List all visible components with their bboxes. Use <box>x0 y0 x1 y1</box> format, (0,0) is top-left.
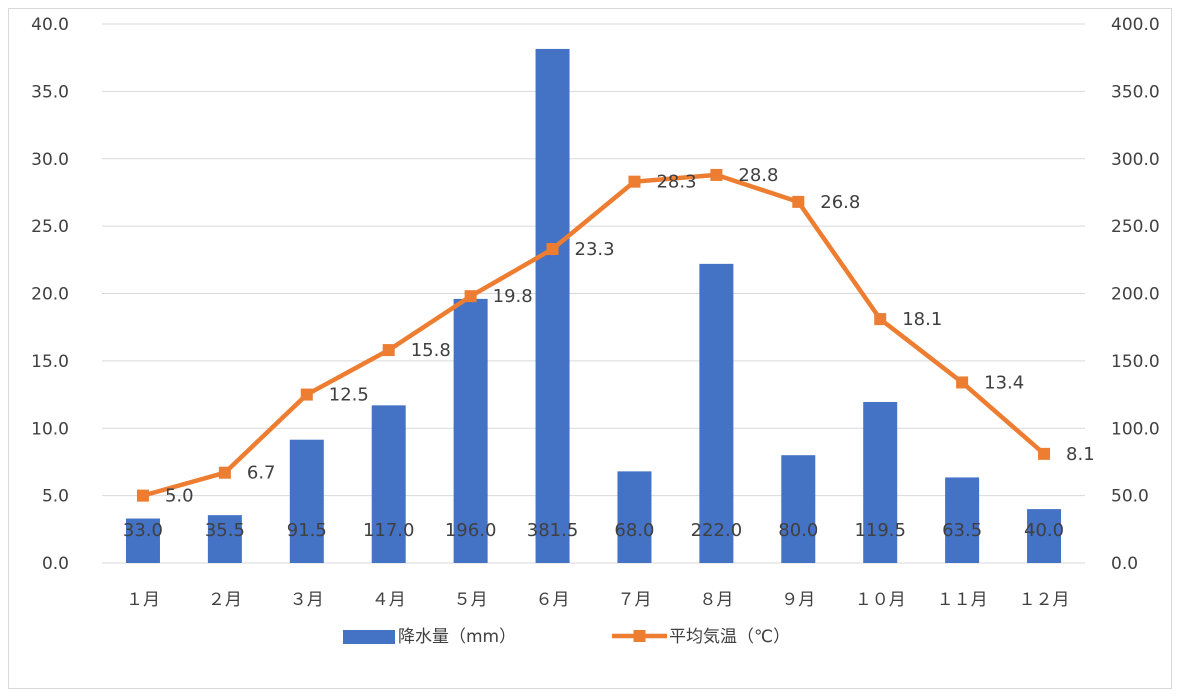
bar-data-label: 222.0 <box>691 520 743 541</box>
legend-label-line: 平均気温（℃） <box>669 627 790 647</box>
bar <box>699 263 734 563</box>
bar-data-label: 117.0 <box>363 520 415 541</box>
right-axis-tick-label: 150.0 <box>1111 352 1160 372</box>
line-data-label: 23.3 <box>575 239 615 260</box>
legend-label-bar: 降水量（mm） <box>398 627 516 647</box>
line-marker <box>300 388 313 401</box>
bar <box>535 48 570 563</box>
legend-swatch-marker <box>633 630 646 642</box>
bar-data-label: 40.0 <box>1024 520 1064 541</box>
bar-series <box>125 48 1062 563</box>
line-data-label: 19.8 <box>493 286 533 307</box>
x-axis-ticks: １月 ２月 ３月 ４月 ５月 ６月 ７月 ８月 ９月 １０月 １１月 １２月 <box>126 590 1070 610</box>
line-data-label: 15.8 <box>411 340 451 361</box>
x-axis-tick-label: ７月 <box>617 590 651 610</box>
right-axis-tick-label: 300.0 <box>1111 150 1160 170</box>
bar-data-label: 35.5 <box>205 520 245 541</box>
bar <box>371 405 406 563</box>
x-axis-tick-label: １２月 <box>1019 590 1070 610</box>
right-axis-tick-label: 200.0 <box>1111 285 1160 305</box>
left-axis-tick-label: 20.0 <box>31 285 69 305</box>
bar-data-label: 33.0 <box>123 520 163 541</box>
bar-data-label: 381.5 <box>527 520 579 541</box>
bar-data-label: 119.5 <box>854 520 906 541</box>
line-data-label: 8.1 <box>1066 444 1095 465</box>
line-data-label: 28.8 <box>738 165 778 186</box>
left-axis-ticks: 0.0 5.0 10.0 15.0 20.0 25.0 30.0 35.0 40.0 <box>31 15 69 574</box>
line-data-label: 12.5 <box>329 385 369 406</box>
bar-data-label: 196.0 <box>445 520 497 541</box>
right-axis-tick-label: 50.0 <box>1111 487 1149 507</box>
chart-border <box>8 8 1172 689</box>
bar <box>453 298 488 563</box>
line-data-labels: 5.0 6.7 12.5 15.8 19.8 23.3 28.3 28.8 26.8 18.1 13… <box>165 165 1095 507</box>
line-marker <box>464 290 477 303</box>
right-axis-tick-label: 350.0 <box>1111 82 1160 102</box>
bar <box>289 439 324 563</box>
line-marker <box>382 344 395 357</box>
left-axis-tick-label: 10.0 <box>31 419 69 439</box>
bar <box>1027 509 1062 563</box>
left-axis-tick-label: 25.0 <box>31 217 69 237</box>
line-series-path <box>140 172 1047 498</box>
left-axis-tick-label: 15.0 <box>31 352 69 372</box>
x-axis-tick-label: ８月 <box>699 590 733 610</box>
line-marker <box>136 489 149 502</box>
x-axis-tick-label: ６月 <box>536 590 570 610</box>
bar-data-labels: 33.0 35.5 91.5 117.0 196.0 381.5 68.0 222.0 80.0… <box>123 520 1064 541</box>
line-marker <box>1038 447 1051 460</box>
left-axis-tick-label: 35.0 <box>31 82 69 102</box>
line-marker <box>546 243 559 256</box>
line-data-label: 13.4 <box>984 372 1024 393</box>
bar <box>781 455 816 563</box>
x-axis-tick-label: １月 <box>126 590 160 610</box>
right-axis-tick-label: 250.0 <box>1111 217 1160 237</box>
left-axis-tick-label: 40.0 <box>31 15 69 35</box>
line-data-label: 26.8 <box>820 192 860 213</box>
line-data-label: 28.3 <box>656 172 696 193</box>
right-axis-tick-label: 400.0 <box>1111 15 1160 35</box>
right-axis-tick-label: 100.0 <box>1111 419 1160 439</box>
x-axis-tick-label: １１月 <box>937 590 988 610</box>
legend-swatch-bar <box>343 630 395 644</box>
right-axis-tick-label: 0.0 <box>1111 554 1138 574</box>
line-marker <box>874 313 887 326</box>
line-marker <box>218 466 231 479</box>
left-axis-tick-label: 30.0 <box>31 150 69 170</box>
x-axis-tick-label: ５月 <box>454 590 488 610</box>
bar-data-label: 68.0 <box>614 520 654 541</box>
x-axis-tick-label: ２月 <box>208 590 242 610</box>
line-marker <box>956 376 969 389</box>
bar <box>945 477 980 563</box>
line-marker <box>628 175 641 188</box>
x-axis-tick-label: ４月 <box>372 590 406 610</box>
right-axis-ticks: 0.0 50.0 100.0 150.0 200.0 250.0 300.0 350.0 400… <box>1111 15 1160 574</box>
line-data-label: 5.0 <box>165 486 194 507</box>
left-axis-tick-label: 5.0 <box>42 487 69 507</box>
line-series <box>136 168 1051 502</box>
x-axis-tick-label: ３月 <box>290 590 324 610</box>
line-marker <box>710 168 723 181</box>
x-axis-tick-label: １０月 <box>855 590 906 610</box>
bar-data-label: 91.5 <box>287 520 327 541</box>
bar-data-label: 63.5 <box>942 520 982 541</box>
bar <box>207 515 242 563</box>
x-axis-tick-label: ９月 <box>781 590 815 610</box>
bar <box>617 471 652 563</box>
line-data-label: 6.7 <box>247 463 276 484</box>
line-data-label: 18.1 <box>902 309 942 330</box>
bar <box>125 518 160 563</box>
legend: 降水量（mm） 平均気温（℃） <box>343 627 790 647</box>
bar-data-label: 80.0 <box>778 520 818 541</box>
bar <box>863 401 898 563</box>
grid-lines <box>102 23 1085 564</box>
line-marker <box>792 195 805 208</box>
left-axis-tick-label: 0.0 <box>42 554 69 574</box>
